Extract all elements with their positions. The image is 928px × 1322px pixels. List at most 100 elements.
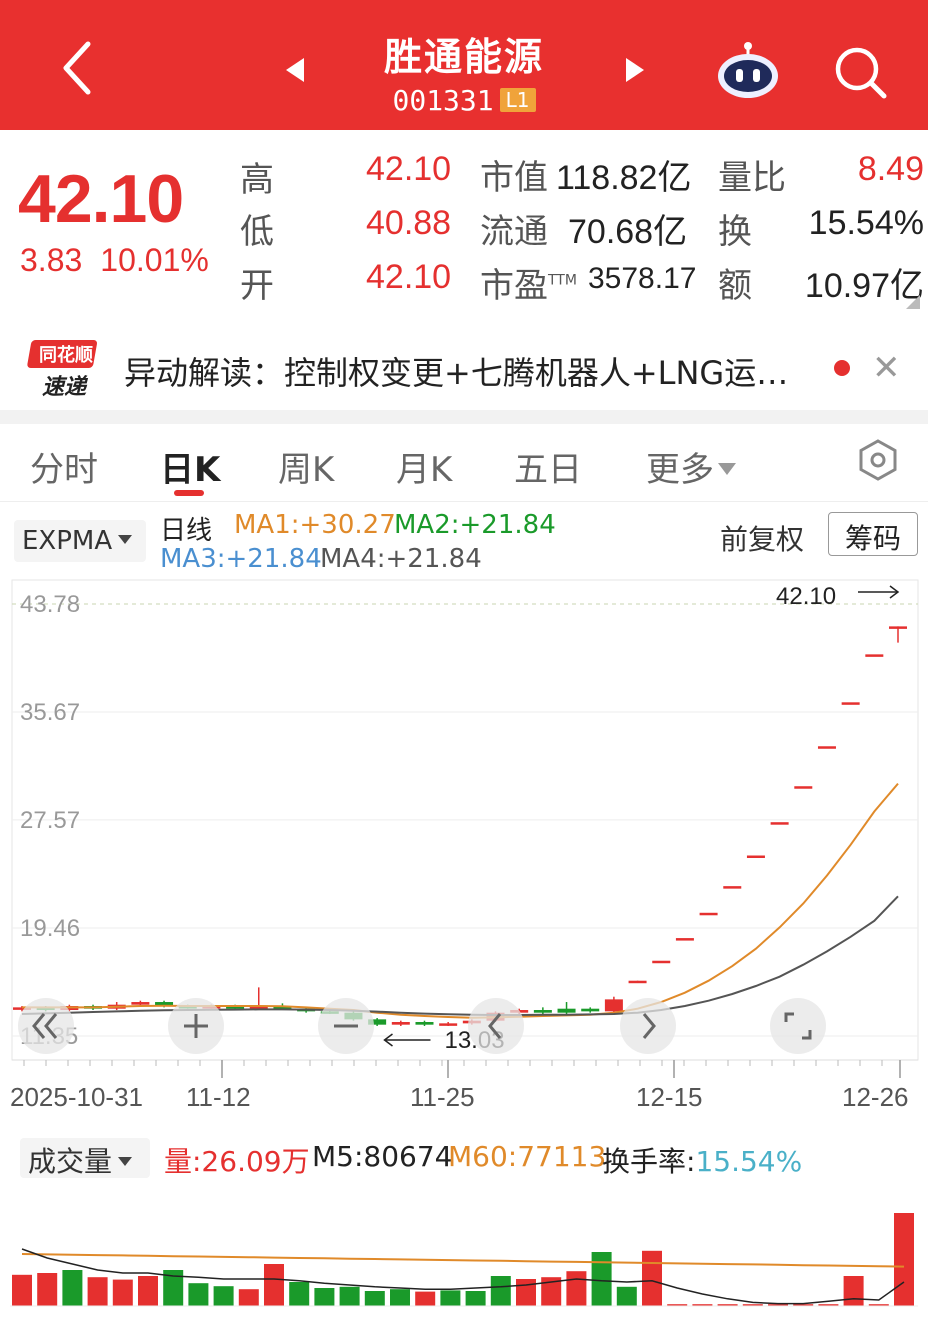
prev-stock-icon[interactable] [284, 56, 306, 84]
volume-value: 量:26.09万 [164, 1145, 310, 1178]
tab-daily-k[interactable]: 日K [160, 450, 221, 490]
next-stock-icon[interactable] [624, 56, 646, 84]
volume-bar [12, 1274, 32, 1306]
candlestick-chart[interactable]: 43.7835.6727.5719.4611.3542.1013.032025-… [0, 578, 928, 1138]
candle-body [155, 1002, 174, 1007]
candle-body [628, 980, 647, 984]
chevron-down-icon [718, 463, 736, 475]
amount-value: 10.97亿 [804, 267, 924, 305]
volume-bar [516, 1279, 536, 1306]
volume-bar [818, 1304, 839, 1306]
y-axis-label: 27.57 [20, 807, 80, 834]
volume-bar [742, 1304, 763, 1306]
m60-line [21, 1253, 905, 1268]
market-cap-label: 市值 [480, 158, 548, 198]
candle-body [604, 999, 623, 1012]
tab-intraday[interactable]: 分时 [30, 450, 98, 490]
last-price: 42.10 [18, 161, 184, 237]
expand-corner-icon[interactable] [906, 295, 920, 309]
candle-body [652, 960, 671, 964]
volume-bar [667, 1304, 688, 1306]
chips-button[interactable]: 筹码 [828, 512, 918, 556]
y-axis-label: 35.67 [20, 699, 80, 726]
double-chevron-left-icon [32, 1013, 58, 1039]
section-divider [0, 410, 928, 424]
period-label: 日线 [160, 516, 213, 546]
market-cap-value: 118.82亿 [556, 159, 692, 197]
turnover-value: 15.54% [808, 204, 924, 242]
chevron-down-icon [118, 535, 133, 544]
scroll-left-fast-button[interactable] [18, 998, 74, 1054]
scroll-left-button[interactable] [468, 998, 524, 1054]
quote-panel: 42.10 3.83 10.01% 高 42.10 低 40.88 开 42.10… [0, 130, 928, 320]
high-marker-arrowhead [889, 585, 900, 599]
volume-bar [163, 1270, 184, 1306]
close-icon[interactable]: ✕ [872, 348, 901, 388]
indicator-select[interactable]: EXPMA [14, 520, 146, 562]
logo-line1: 同花顺 [39, 344, 93, 366]
m5-line [21, 1248, 905, 1305]
news-headline[interactable]: 异动解读：控制权变更+七腾机器人+LNG运… [124, 354, 789, 392]
robot-assistant-icon[interactable] [716, 40, 780, 100]
minus-icon [334, 1024, 358, 1028]
volume-bar [465, 1291, 486, 1306]
settings-hexagon-icon[interactable] [856, 438, 900, 482]
zoom-out-button[interactable] [318, 998, 374, 1054]
tab-more[interactable]: 更多 [646, 442, 736, 491]
ma4-value: MA4:+21.84 [320, 544, 482, 574]
high-marker-label: 42.10 [776, 583, 836, 610]
turnover-rate: 换手率:15.54% [602, 1140, 802, 1180]
scroll-right-button[interactable] [620, 998, 676, 1054]
stock-code-row: 001331 L1 [0, 84, 928, 117]
volume-chart[interactable] [0, 1178, 928, 1322]
candle-body [723, 886, 742, 889]
ma1-value: MA1:+30.27 [234, 510, 396, 540]
pe-label-text: 市盈 [480, 266, 548, 306]
ma2-value: MA2:+21.84 [394, 510, 556, 540]
volume-bar [616, 1286, 637, 1306]
zoom-in-button[interactable] [168, 998, 224, 1054]
volume-bar [692, 1304, 713, 1306]
volume-bar [440, 1290, 461, 1306]
chevron-down-icon [118, 1157, 133, 1166]
candle-body [817, 746, 836, 749]
volume-bar [213, 1286, 234, 1306]
volume-bar [138, 1276, 158, 1306]
back-arrow-icon[interactable] [58, 38, 98, 98]
candle-body [439, 1023, 458, 1026]
volume-bar [188, 1283, 209, 1306]
low-label: 低 [240, 212, 274, 252]
news-logo-icon: 同花顺 速递 [27, 340, 98, 400]
ma1-line [22, 782, 899, 1019]
fullscreen-button[interactable] [770, 998, 826, 1054]
indicator-select-value: EXPMA [22, 526, 113, 556]
tab-monthly-k[interactable]: 月K [396, 450, 453, 490]
candle-body [889, 626, 907, 629]
pe-suffix: TTM [548, 272, 577, 289]
volume-bar [339, 1286, 360, 1306]
active-tab-indicator [174, 490, 204, 496]
news-bar[interactable]: 同花顺 速递 异动解读：控制权变更+七腾机器人+LNG运… ✕ [0, 330, 928, 410]
price-change: 3.83 10.01% [20, 242, 209, 279]
tab-weekly-k[interactable]: 周K [278, 450, 335, 490]
level-badge: L1 [499, 88, 536, 112]
change-percent: 10.01% [100, 242, 209, 278]
candle-body [226, 1006, 245, 1009]
float-cap-value: 70.68亿 [568, 213, 688, 251]
volume-bar [37, 1273, 58, 1306]
volume-indicator-select[interactable]: 成交量 [20, 1138, 150, 1178]
change-amount: 3.83 [20, 242, 83, 278]
volume-bar [238, 1289, 259, 1306]
m60-value: M60:77113 [448, 1140, 607, 1173]
adjust-mode[interactable]: 前复权 [720, 523, 805, 556]
volume-bar [62, 1270, 83, 1306]
volume-bar [87, 1277, 108, 1306]
candle-body [675, 938, 694, 941]
chevron-right-icon [642, 1013, 656, 1039]
tab-five-day[interactable]: 五日 [514, 450, 582, 490]
search-icon[interactable] [832, 44, 888, 100]
open-value: 42.10 [366, 258, 452, 296]
volume-bar [415, 1291, 436, 1306]
volume-bar [112, 1279, 133, 1306]
volume-select-value: 成交量 [28, 1145, 113, 1178]
